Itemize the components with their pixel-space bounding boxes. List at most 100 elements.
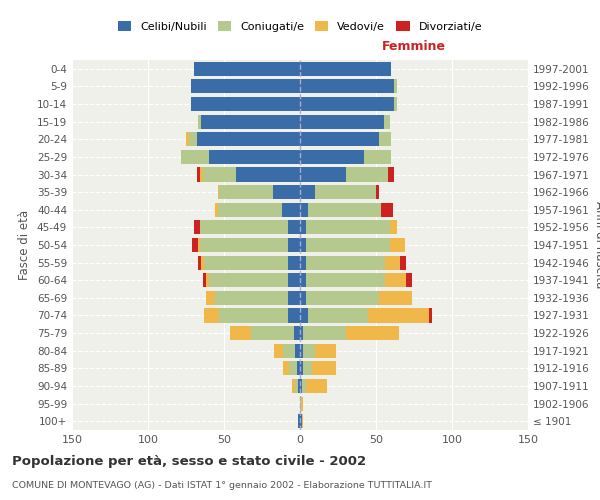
Bar [306,379,328,393]
Bar [203,168,236,181]
Bar [306,238,389,252]
Bar [288,273,300,287]
Bar [295,344,300,358]
Bar [300,414,302,428]
Bar [200,168,203,181]
Bar [303,344,315,358]
Bar [406,273,412,287]
Bar [206,291,215,305]
Bar [200,220,288,234]
Bar [389,220,397,234]
Bar [306,291,379,305]
Bar [300,220,306,234]
Bar [300,185,315,199]
Bar [306,220,389,234]
Bar [288,238,300,252]
Bar [302,379,306,393]
Bar [197,168,200,181]
Bar [295,379,298,393]
Bar [308,202,380,217]
Bar [379,132,391,146]
Bar [300,62,391,76]
Bar [364,150,391,164]
Bar [429,308,432,322]
Bar [288,220,300,234]
Bar [194,220,200,234]
Bar [181,150,209,164]
Bar [300,238,306,252]
Bar [288,256,300,270]
Bar [379,291,412,305]
Bar [274,344,283,358]
Bar [198,114,201,128]
Bar [298,414,300,428]
Bar [300,80,394,94]
Bar [203,273,206,287]
Bar [215,291,288,305]
Bar [192,238,198,252]
Bar [312,362,337,376]
Bar [300,97,394,111]
Bar [368,308,429,322]
Bar [294,326,300,340]
Text: Popolazione per età, sesso e stato civile - 2002: Popolazione per età, sesso e stato civil… [12,455,366,468]
Bar [300,114,383,128]
Bar [306,273,385,287]
Bar [198,238,200,252]
Bar [380,202,393,217]
Bar [346,326,399,340]
Bar [191,80,300,94]
Bar [289,362,297,376]
Bar [272,185,300,199]
Bar [282,202,300,217]
Bar [230,326,251,340]
Bar [298,379,300,393]
Bar [220,185,272,199]
Bar [283,362,289,376]
Bar [315,185,376,199]
Bar [191,97,300,111]
Bar [300,362,303,376]
Bar [300,132,379,146]
Bar [206,273,209,287]
Bar [376,185,379,199]
Bar [189,132,197,146]
Bar [236,168,300,181]
Bar [383,114,389,128]
Bar [204,256,288,270]
Bar [220,308,288,322]
Legend: Celibi/Nubili, Coniugati/e, Vedovi/e, Divorziati/e: Celibi/Nubili, Coniugati/e, Vedovi/e, Di… [115,18,485,35]
Bar [394,97,397,111]
Bar [302,414,303,428]
Bar [297,362,300,376]
Text: COMUNE DI MONTEVAGO (AG) - Dati ISTAT 1° gennaio 2002 - Elaborazione TUTTITALIA.: COMUNE DI MONTEVAGO (AG) - Dati ISTAT 1°… [12,480,432,490]
Bar [300,291,306,305]
Bar [209,150,300,164]
Bar [201,114,300,128]
Bar [200,238,288,252]
Bar [201,256,204,270]
Bar [300,326,303,340]
Bar [204,308,220,322]
Bar [215,202,218,217]
Bar [197,132,300,146]
Bar [385,273,406,287]
Bar [300,256,306,270]
Bar [218,202,282,217]
Bar [346,168,388,181]
Bar [209,273,288,287]
Bar [300,396,303,410]
Bar [300,273,306,287]
Text: Femmine: Femmine [382,40,446,52]
Bar [300,168,346,181]
Bar [388,168,394,181]
Bar [303,326,346,340]
Bar [308,308,368,322]
Bar [385,256,400,270]
Y-axis label: Anni di nascita: Anni di nascita [593,202,600,288]
Bar [194,62,300,76]
Bar [394,80,397,94]
Bar [288,291,300,305]
Bar [306,256,385,270]
Bar [251,326,294,340]
